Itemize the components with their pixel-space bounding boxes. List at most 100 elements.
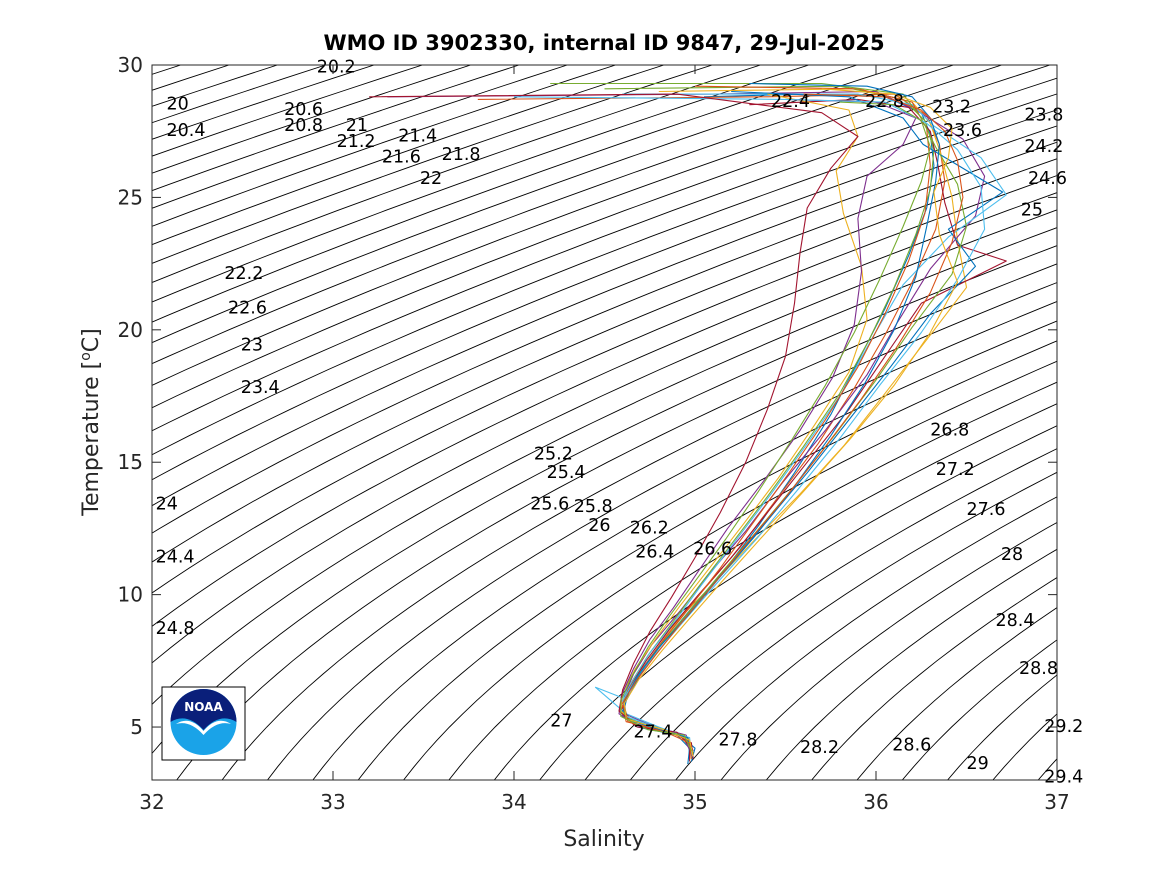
isopycnal-label: 27.4 — [634, 722, 673, 742]
isopycnal-label: 27.6 — [967, 500, 1006, 520]
profile-line — [623, 88, 959, 757]
isopycnal-line — [152, 175, 1057, 594]
isopycnal-line — [675, 496, 1057, 780]
isopycnal-line — [403, 360, 1057, 780]
y-tick-label: 25 — [118, 185, 143, 209]
isopycnal-label: 25.2 — [534, 444, 573, 464]
isopycnal-line — [152, 158, 1057, 563]
isopycnal-line — [152, 65, 424, 157]
isopycnal-label: 25.6 — [530, 495, 569, 515]
isopycnal-label: 26.2 — [630, 518, 669, 538]
isopycnal-label: 26 — [588, 516, 610, 536]
isopycnal-label: 24.6 — [1028, 169, 1067, 189]
x-axis: 32 33 34 35 36 37 — [139, 65, 1070, 814]
isopycnal-label: 25.8 — [574, 497, 613, 517]
x-tick-label: 37 — [1044, 790, 1069, 814]
y-axis-title-degree: o — [78, 352, 94, 361]
isopycnal-line — [221, 282, 1057, 780]
y-axis-title: Temperature [oC] — [78, 328, 104, 516]
isopycnal-label: 22.6 — [228, 299, 267, 319]
profile-lines — [369, 82, 1007, 765]
isopycnal-line — [152, 141, 1057, 534]
isopycnal-line — [152, 227, 1057, 706]
plot-frame — [151, 64, 1058, 781]
isopycnal-line — [152, 65, 955, 365]
isopycnal-label: 22.4 — [771, 92, 810, 112]
isopycnal-label: 26.6 — [693, 540, 732, 560]
isopycnal-line — [152, 65, 859, 323]
isopycnal-label: 24.4 — [156, 548, 195, 568]
isopycnal-label: 29 — [967, 754, 989, 774]
isopycnal-label: 22 — [420, 169, 442, 189]
x-axis-title: Salinity — [563, 827, 644, 852]
isopycnal-label: 20.4 — [167, 121, 206, 141]
isopycnal-label: 21.4 — [398, 127, 437, 147]
isopycnal-line — [152, 65, 762, 284]
isopycnal-label: 28.4 — [996, 611, 1035, 631]
isopycnal-line — [152, 65, 569, 209]
isopycnal-label: 28.6 — [892, 736, 931, 756]
isopycnal-line — [152, 65, 521, 192]
isopycnal-label: 23.2 — [932, 97, 971, 117]
isopycnal-label: 20.8 — [284, 116, 323, 136]
isopycnal-label: 28 — [1001, 545, 1023, 565]
x-tick-label: 35 — [682, 790, 707, 814]
y-tick-label: 15 — [118, 450, 143, 474]
isopycnal-line — [765, 548, 1057, 780]
y-tick-label: 30 — [118, 53, 143, 77]
isopycnal-line — [152, 65, 666, 246]
profile-line — [620, 101, 931, 752]
isopycnal-label: 25 — [1021, 201, 1043, 221]
x-tick-label: 32 — [139, 790, 164, 814]
isopycnal-label: 23.4 — [241, 378, 280, 398]
isopycnal-line — [152, 93, 1057, 456]
isopycnal-label: 24.2 — [1024, 137, 1063, 157]
isopycnal-label: 29.4 — [1044, 767, 1083, 787]
isopycnal-line — [152, 65, 473, 174]
isopycnal-line — [152, 77, 1057, 432]
isopycnal-label: 22.2 — [224, 264, 263, 284]
isopycnal-line — [539, 425, 1057, 780]
y-tick-label: 10 — [118, 583, 143, 607]
isopycnal-label: 23.6 — [943, 121, 982, 141]
isopycnal-line — [448, 381, 1057, 780]
y-axis-title-main: Temperature [ — [79, 361, 104, 517]
isopycnal-label: 24.8 — [156, 619, 195, 639]
isopycnal-label: 25.4 — [547, 463, 586, 483]
isopycnal-line — [152, 192, 1057, 627]
isopycnal-line — [493, 403, 1057, 780]
isopycnal-label: 28.2 — [800, 738, 839, 758]
isopycnal-label: 22.8 — [865, 92, 904, 112]
chart-title: WMO ID 3902330, internal ID 9847, 29-Jul… — [323, 31, 884, 55]
x-tick-label: 33 — [320, 790, 345, 814]
isopycnal-line — [152, 65, 907, 344]
profile-line — [594, 93, 1007, 757]
isopycnal-line — [152, 65, 811, 303]
isopycnal-label: 20.6 — [284, 100, 323, 120]
plot-area — [152, 65, 1057, 780]
isopycnal-line — [947, 674, 1057, 780]
isopycnal-line — [152, 65, 714, 264]
isopycnal-label: 20.2 — [317, 58, 356, 78]
y-tick-label: 20 — [118, 318, 143, 342]
isopycnal-label: 27.8 — [719, 730, 758, 750]
isopycnal-label: 20 — [167, 95, 189, 115]
isopycnal-label: 23.8 — [1024, 105, 1063, 125]
noaa-logo: NOAA — [161, 686, 246, 761]
isopycnal-line — [720, 521, 1057, 780]
isopycnal-line — [811, 577, 1057, 780]
x-tick-label: 34 — [501, 790, 526, 814]
isopycnal-label: 29.2 — [1044, 717, 1083, 737]
isopycnal-line — [152, 65, 1004, 386]
logo-gull-wave — [176, 720, 231, 735]
isopycnal-line — [152, 209, 1057, 664]
isopycnal-line — [357, 340, 1057, 780]
isopycnal-line — [901, 639, 1057, 780]
logo-text: NOAA — [184, 700, 223, 714]
isopycnal-label: 27 — [550, 712, 572, 732]
isopycnal-label: 26.8 — [930, 420, 969, 440]
isopycnal-label: 28.8 — [1019, 659, 1058, 679]
isopycnal-label: 27.2 — [936, 460, 975, 480]
